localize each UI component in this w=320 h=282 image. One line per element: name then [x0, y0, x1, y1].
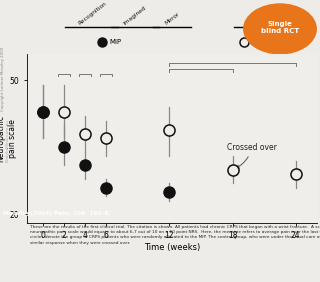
X-axis label: Time (weeks): Time (weeks)	[144, 243, 200, 252]
Text: Recognition: Recognition	[77, 1, 108, 26]
Text: Copyright Lorimer Moseley 2009: Copyright Lorimer Moseley 2009	[1, 47, 4, 111]
Text: BodyInMind.com.au: BodyInMind.com.au	[6, 120, 10, 162]
Text: MIP: MIP	[252, 39, 264, 45]
Text: Mirror: Mirror	[164, 11, 180, 26]
Text: Imagined: Imagined	[122, 5, 147, 26]
Text: Crossed over: Crossed over	[227, 143, 277, 168]
Circle shape	[243, 3, 317, 54]
Text: MIP: MIP	[110, 39, 122, 45]
Text: Single
blind RCT: Single blind RCT	[261, 21, 299, 34]
Y-axis label: Neuropathic
pain scale: Neuropathic pain scale	[0, 115, 17, 162]
Text: Moseley(2004) Pain; 108: 192-8;: Moseley(2004) Pain; 108: 192-8;	[3, 211, 111, 216]
Text: These are the results of the first clinical trial. The citation is shown. All pa: These are the results of the first clini…	[30, 225, 320, 244]
